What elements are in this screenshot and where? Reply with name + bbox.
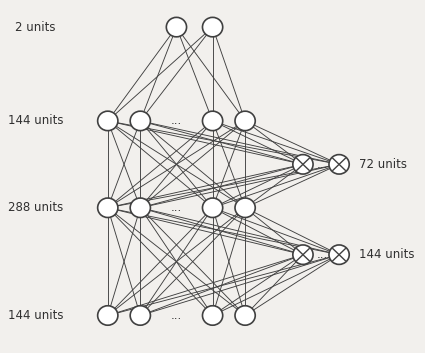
Text: 144 units: 144 units [8,309,63,322]
Text: 144 units: 144 units [8,114,63,127]
Circle shape [235,198,255,217]
Circle shape [202,306,223,325]
Text: ...: ... [171,114,182,127]
Text: 72 units: 72 units [359,158,407,171]
Circle shape [130,306,150,325]
Circle shape [329,245,349,264]
Circle shape [293,155,313,174]
Text: ...: ... [317,158,329,171]
Text: ...: ... [171,309,182,322]
Circle shape [166,17,187,37]
Circle shape [235,306,255,325]
Circle shape [329,155,349,174]
Text: 288 units: 288 units [8,201,63,214]
Circle shape [202,198,223,217]
Text: ...: ... [317,248,329,261]
Circle shape [202,111,223,131]
Circle shape [98,306,118,325]
Circle shape [98,111,118,131]
Circle shape [202,17,223,37]
Text: 2 units: 2 units [15,20,56,34]
Circle shape [98,198,118,217]
Circle shape [293,245,313,264]
Text: 144 units: 144 units [359,248,414,261]
Circle shape [130,198,150,217]
Circle shape [130,111,150,131]
Text: ...: ... [171,201,182,214]
Circle shape [235,111,255,131]
